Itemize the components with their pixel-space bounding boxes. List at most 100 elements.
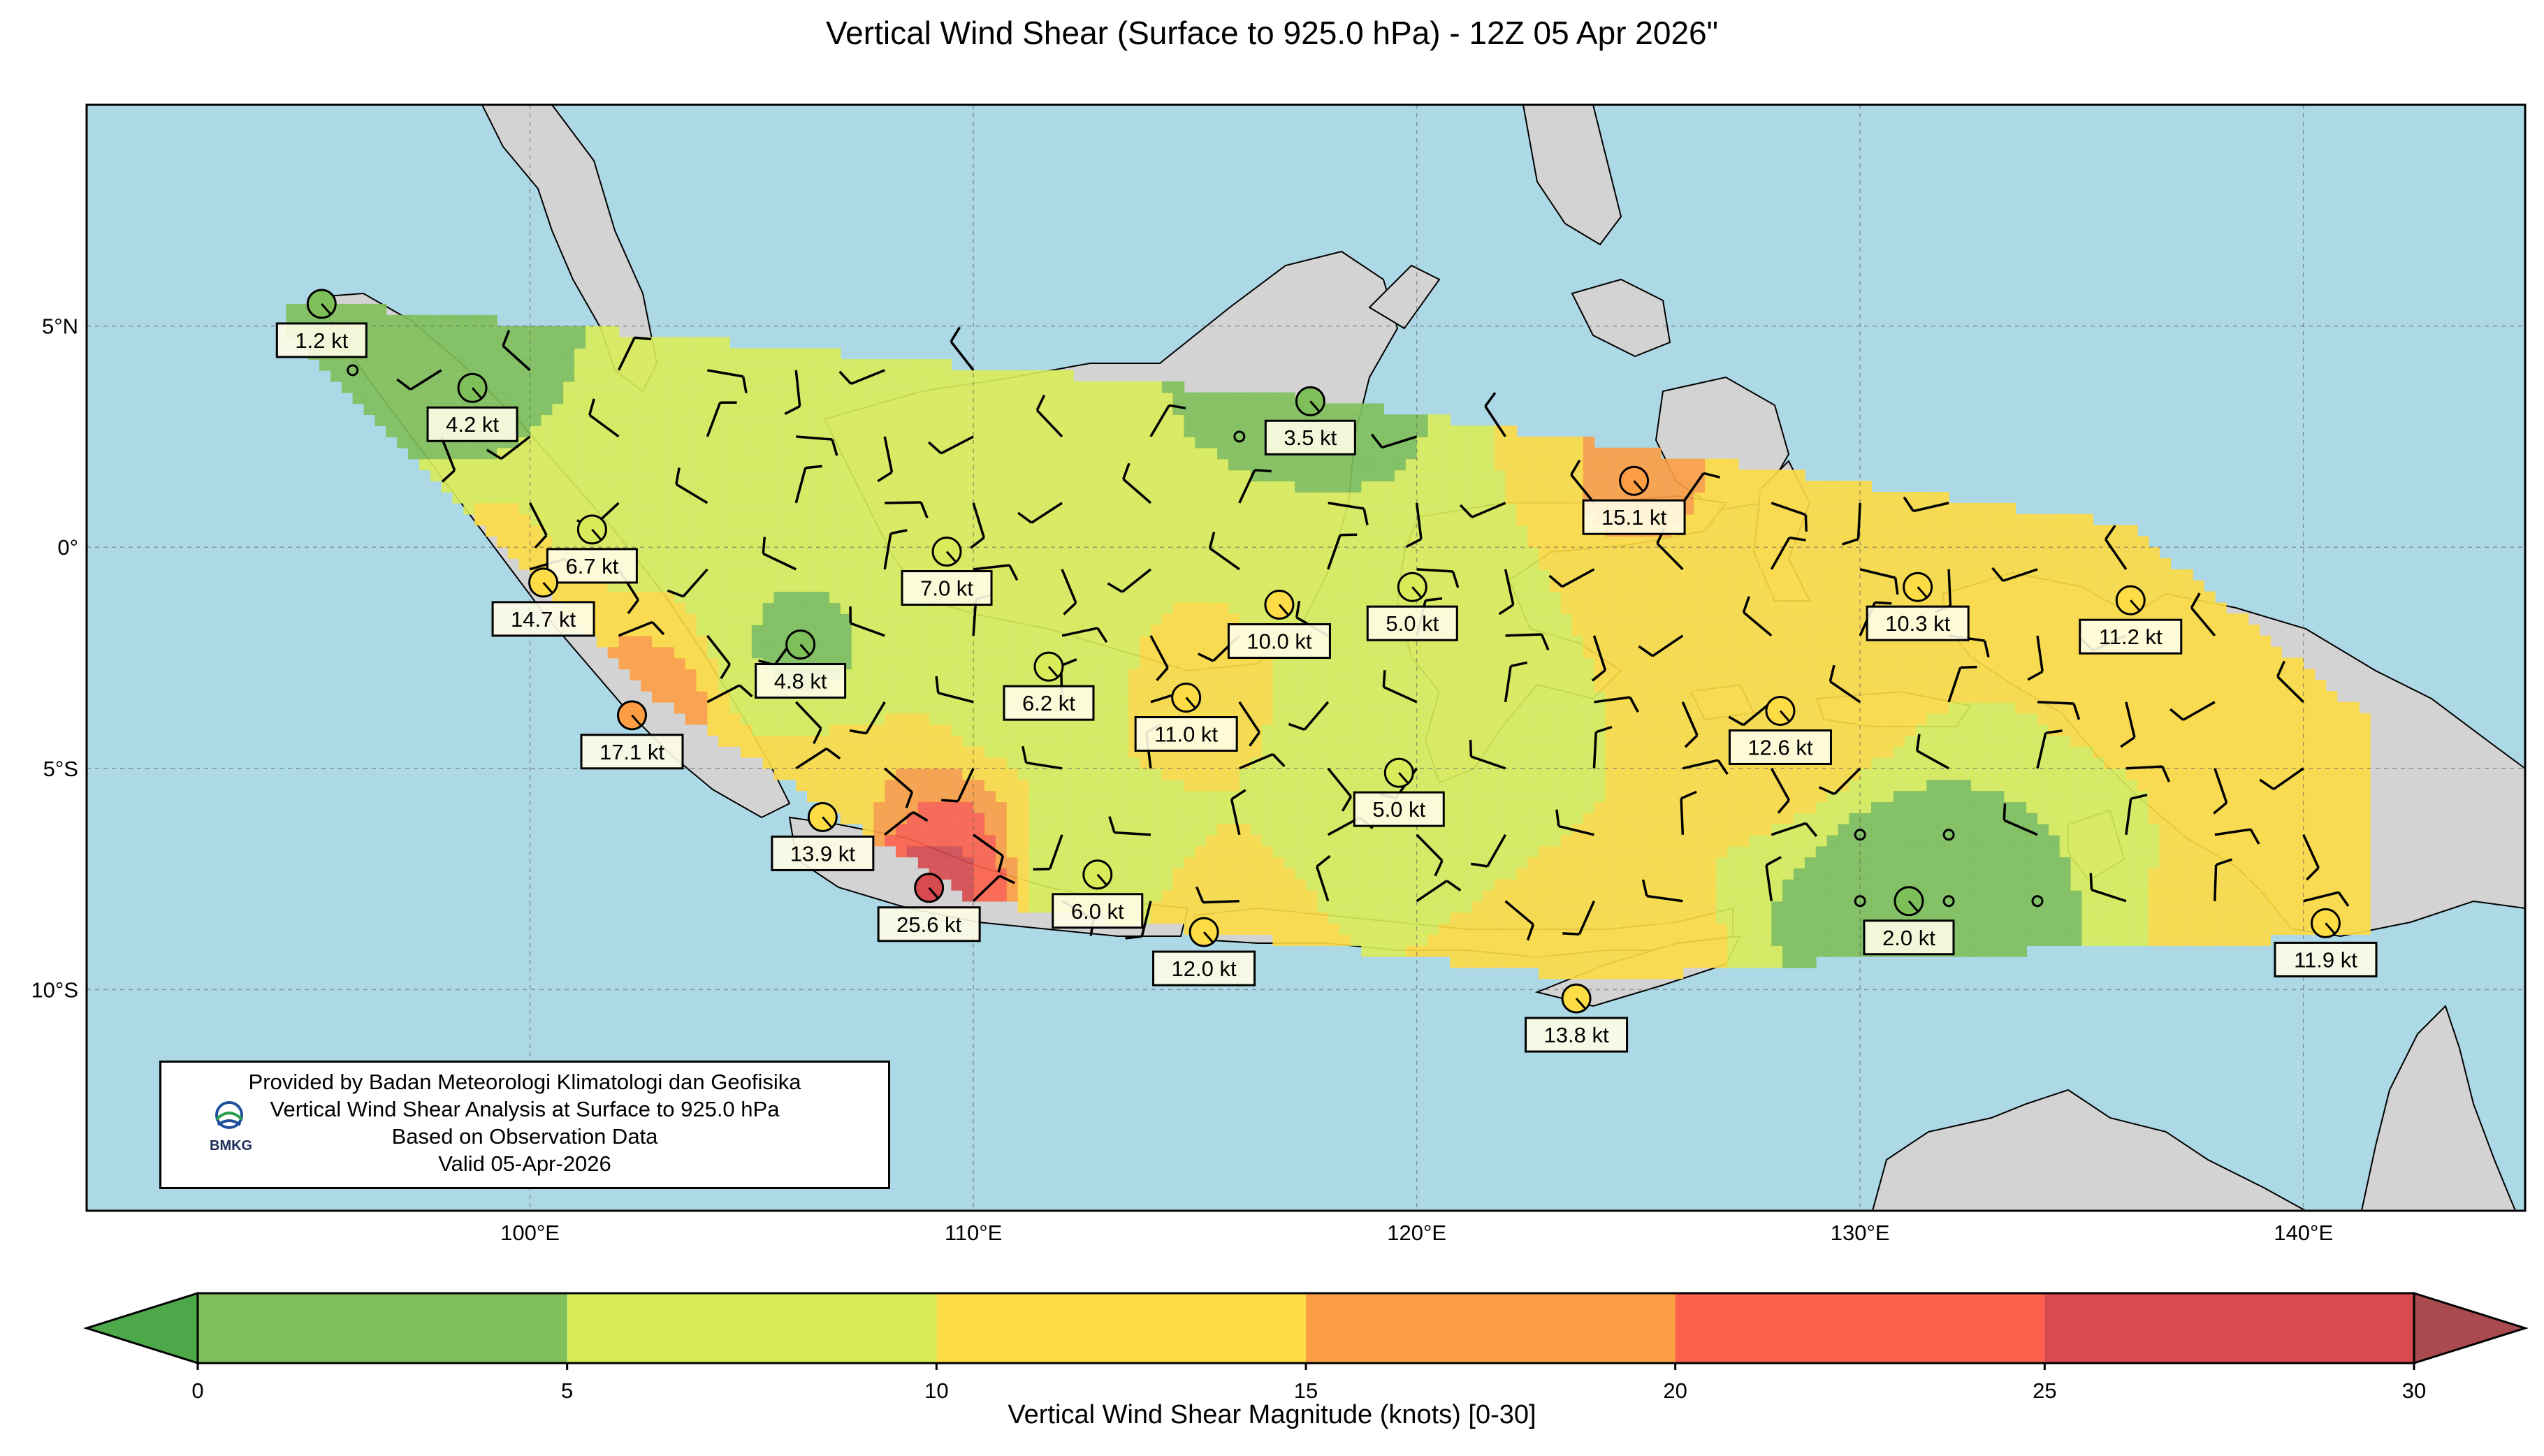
shear-cell [662,514,675,526]
shear-cell [1405,934,1418,946]
shear-cell [585,425,597,437]
shear-cell [507,492,520,504]
shear-cell [1017,492,1030,504]
shear-cell [785,536,797,548]
shear-cell [751,447,764,460]
shear-cell [1051,824,1063,836]
shear-cell [929,370,941,382]
shear-cell [1616,779,1628,792]
shear-cell [530,359,542,371]
shear-cell [696,701,708,714]
shear-cell [1461,569,1473,581]
shear-cell [1416,945,1429,957]
shear-cell [807,348,819,360]
shear-cell [1306,492,1318,504]
shear-cell [1372,757,1384,769]
shear-cell [829,547,841,559]
shear-cell [1550,591,1562,604]
shear-cell [1128,691,1140,703]
shear-cell [1550,547,1562,559]
shear-cell [386,403,398,415]
shear-cell [840,713,852,725]
shear-cell [1372,945,1384,957]
shear-cell [1405,845,1418,858]
shear-cell [917,492,930,504]
shear-cell [718,381,730,393]
shear-cell [1328,691,1340,703]
shear-cell [973,713,985,725]
shear-cell [751,348,764,360]
shear-cell [574,326,586,338]
shear-cell [1250,425,1263,437]
shear-cell [1660,790,1673,803]
shear-cell [1583,536,1595,548]
shear-cell [718,392,730,405]
shear-cell [1527,680,1539,692]
shear-cell [1316,657,1329,670]
shear-cell [1638,580,1650,592]
shear-cell [1671,680,1684,692]
shear-cell [984,680,996,692]
shear-cell [807,414,819,426]
shear-cell [1571,625,1584,636]
shear-cell [1006,403,1019,415]
shear-cell [940,868,952,880]
shear-cell [1272,392,1285,405]
shear-cell [1516,923,1529,935]
shear-cell [1017,824,1030,836]
shear-cell [1583,956,1595,968]
shear-cell [862,680,875,692]
shear-cell [951,857,964,868]
shear-cell [1627,824,1639,836]
shear-cell [1682,801,1695,813]
shear-cell [1195,845,1207,858]
shear-cell [1649,625,1662,636]
shear-cell [552,392,564,405]
shear-cell [1682,591,1695,604]
shear-cell [1571,669,1584,680]
shear-cell [1306,536,1318,548]
shear-cell [840,724,852,736]
shear-cell [1084,481,1096,493]
shear-cell [1228,613,1240,625]
shear-cell [463,337,476,349]
shear-cell [1106,536,1119,548]
shear-cell [917,447,930,460]
shear-cell [486,381,497,393]
shear-cell [507,326,520,338]
shear-cell [1638,845,1650,858]
shear-cell [441,337,453,349]
shear-cell [1461,502,1473,515]
shear-cell [862,392,875,405]
shear-cell [1694,646,1706,659]
shear-cell [1516,525,1529,537]
shear-cell [1461,492,1473,504]
shear-cell [1461,845,1473,858]
shear-cell [1450,691,1462,703]
shear-cell [1583,779,1595,792]
shear-cell [751,746,764,758]
shear-cell [1571,701,1584,714]
shear-cell [1206,569,1218,581]
shear-cell [1694,834,1706,847]
shear-cell [807,403,819,415]
shear-cell [741,502,753,515]
shear-cell [1560,469,1573,481]
shear-cell [762,724,775,736]
shear-cell [995,447,1008,460]
shear-cell [751,558,764,570]
shear-cell [1350,912,1362,924]
shear-cell [419,359,431,371]
shear-cell [1316,580,1329,592]
shear-cell [1117,845,1129,858]
shear-cell [1560,967,1573,980]
shear-cell [1450,956,1462,968]
shear-cell [497,481,509,493]
shear-cell [1571,724,1584,736]
shear-cell [906,657,919,670]
shear-cell [1416,934,1429,946]
shear-cell [1062,845,1074,858]
shear-cell [1416,868,1429,880]
shear-cell [607,525,620,537]
shear-cell [1028,370,1041,382]
